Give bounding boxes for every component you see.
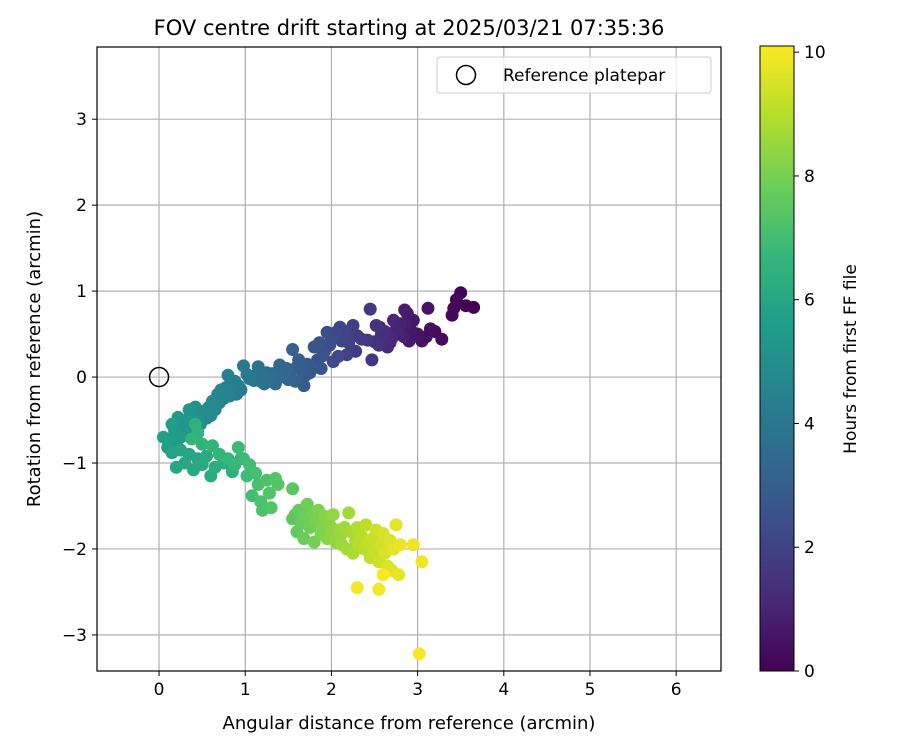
x-tick-label: 4 [498,680,509,700]
data-point [182,403,196,417]
colorbar-ticks: 0 2 4 6 8 10 [794,43,826,682]
data-point [249,466,263,480]
colorbar-tick-label: 4 [804,414,815,434]
data-point [264,501,278,515]
x-tick-label: 1 [240,680,251,700]
data-point [406,538,420,552]
y-tick-label: 0 [76,368,87,388]
legend-box [436,56,712,94]
data-point [342,506,356,520]
data-point [307,340,321,354]
data-point [376,568,390,582]
data-point [445,308,459,322]
data-point [200,449,213,463]
data-points [156,286,481,661]
chart-title: FOV centre drift starting at 2025/03/21 … [154,16,665,40]
x-tick-label: 0 [154,680,165,700]
legend-entry-reference: Reference platepar [503,66,665,86]
x-axis-ticks: 0 1 2 3 4 5 6 [154,671,682,700]
y-tick-label: −3 [62,626,87,646]
data-point [365,353,379,367]
y-tick-label: −1 [62,454,87,474]
data-point [262,486,276,500]
data-point [286,343,300,356]
y-axis-ticks: −3 −2 −1 0 1 2 3 [62,110,97,646]
colorbar-tick-label: 10 [804,43,826,63]
data-point [300,497,314,511]
data-point [326,508,340,522]
data-point [271,478,285,491]
grid-lines [97,47,721,671]
data-point [369,319,383,332]
x-tick-label: 3 [412,680,423,700]
data-point [459,299,473,313]
data-point [393,538,407,552]
colorbar-label: Hours from first FF file [841,264,861,454]
data-point [363,302,377,316]
y-tick-label: −2 [62,540,87,560]
y-tick-label: 2 [76,196,87,216]
data-point [231,441,245,454]
y-tick-label: 1 [76,282,87,302]
data-point [387,313,400,327]
data-point [350,581,364,595]
legend-marker-reference [455,64,477,86]
y-axis-label: Rotation from reference (arcmin) [24,211,45,507]
data-point [389,518,403,532]
x-tick-label: 2 [326,680,337,700]
data-point [415,555,429,569]
legend: Reference platepar [436,56,712,94]
x-axis-label: Angular distance from reference (arcmin) [223,713,596,734]
colorbar-tick-label: 0 [804,662,815,682]
data-point [398,303,412,317]
data-point [185,432,199,446]
data-point [165,417,179,431]
colorbar-tick-label: 8 [804,167,815,187]
data-point [188,417,202,431]
data-point [320,325,334,339]
data-point [412,647,426,661]
reference-marker-group [148,366,170,388]
data-point [195,437,209,451]
data-point [286,482,300,496]
data-point [237,359,250,373]
colorbar [759,45,795,672]
data-point [156,430,170,444]
data-point [297,532,311,546]
colorbar-tick-label: 2 [804,538,815,558]
data-point [372,582,386,596]
plot-frame [96,46,722,672]
y-tick-label: 3 [76,110,87,130]
data-point [326,355,340,369]
data-point [359,518,373,532]
data-point [392,568,406,582]
reference-platepar-marker [148,366,170,388]
x-tick-label: 5 [585,680,596,700]
colorbar-tick-label: 6 [804,291,815,311]
data-point [221,368,235,382]
x-tick-label: 6 [671,680,682,700]
data-point [421,301,435,315]
